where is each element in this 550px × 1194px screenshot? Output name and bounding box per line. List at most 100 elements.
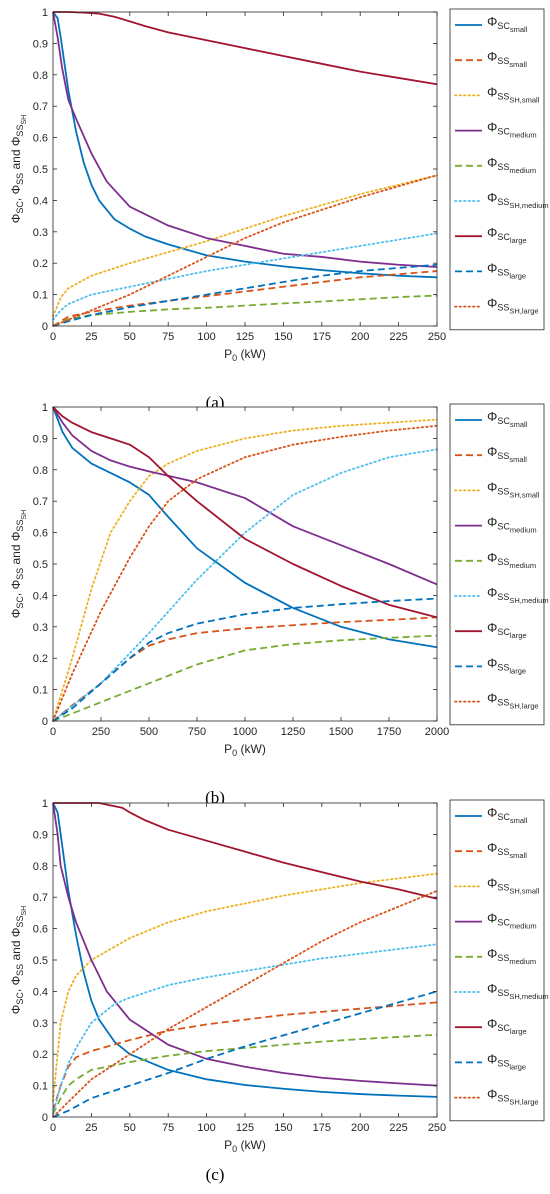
series-line-3	[52, 872, 438, 1103]
legend-entry-3: ΦSSSH,small	[487, 479, 540, 499]
y-tick-label: 1	[42, 798, 48, 810]
x-tick-label: 250	[428, 1122, 446, 1134]
legend: ΦSCsmall ΦSSsmall ΦSSSH,small ΦSCmedium ΦSSm…	[449, 403, 549, 726]
legend-entry-7: ΦSClarge	[487, 225, 527, 245]
legend-entry-7: ΦSClarge	[487, 1016, 527, 1036]
x-tick-label: 1000	[233, 726, 257, 738]
y-tick-label: 1	[42, 7, 48, 19]
y-tick-label: 0.1	[33, 1081, 48, 1093]
series-line-4	[52, 802, 438, 1087]
series-line-5	[52, 1033, 438, 1115]
x-tick-label: 1250	[281, 726, 305, 738]
series-line-2	[52, 1001, 438, 1111]
legend-entry-1: ΦSCsmall	[487, 14, 528, 34]
series-line-7	[52, 406, 438, 619]
y-tick-label: 0.1	[33, 685, 48, 697]
legend-entry-9: ΦSSSH,large	[487, 691, 539, 711]
y-axis-label: ΦSC, ΦSS and ΦSSSH	[9, 906, 28, 1014]
legend-entry-8: ΦSSlarge	[487, 655, 526, 675]
y-tick-label: 0.7	[33, 892, 48, 904]
y-axis-label: ΦSC, ΦSS and ΦSSSH	[9, 115, 28, 223]
series-line-4	[52, 11, 438, 268]
y-tick-label: 0.5	[33, 955, 48, 967]
x-tick-label: 125	[236, 1122, 254, 1134]
x-tick-label: 225	[389, 1122, 407, 1134]
series-line-1	[52, 11, 438, 279]
plot-area	[53, 407, 437, 721]
y-tick-label: 0.5	[33, 164, 48, 176]
chart-panel-1: 0 25 50 75 100 125 150 175 200 225 250 0 0.1 0.2 0.3 0.…	[9, 7, 549, 412]
y-tick-label: 0	[42, 1112, 48, 1124]
legend-entry-5: ΦSSmedium	[487, 550, 536, 570]
x-tick-label: 200	[351, 1122, 369, 1134]
y-tick-label: 0.6	[33, 924, 48, 936]
legend-box	[449, 8, 545, 331]
y-tick-label: 0.2	[33, 258, 48, 270]
y-tick-label: 0.3	[33, 622, 48, 634]
y-axis-label: ΦSC, ΦSS and ΦSSSH	[9, 510, 28, 618]
x-tick-label: 0	[50, 726, 56, 738]
y-tick-label: 0.5	[33, 559, 48, 571]
y-tick-label: 0.9	[33, 433, 48, 445]
x-tick-label: 750	[188, 726, 206, 738]
legend-entry-8: ΦSSlarge	[487, 1051, 526, 1071]
plot-area	[53, 12, 437, 326]
plot-area	[53, 803, 437, 1117]
legend-box	[449, 403, 545, 726]
x-tick-label: 100	[197, 1122, 215, 1134]
x-tick-label: 75	[162, 1122, 174, 1134]
y-tick-label: 0.2	[33, 653, 48, 665]
x-axis-label: P0 (kW)	[224, 347, 266, 363]
legend-entry-8: ΦSSlarge	[487, 260, 526, 280]
series-line-7	[53, 11, 438, 86]
series-line-8	[52, 990, 438, 1118]
y-tick-label: 0.1	[33, 290, 48, 302]
y-tick-label: 0.3	[33, 1018, 48, 1030]
series-line-9	[52, 424, 438, 722]
y-tick-label: 0.9	[33, 38, 48, 50]
y-tick-label: 0.3	[33, 227, 48, 239]
x-tick-label: 150	[274, 331, 292, 343]
x-tick-label: 1500	[329, 726, 353, 738]
legend-entry-9: ΦSSSH,large	[487, 1087, 539, 1107]
series-line-6	[52, 943, 438, 1115]
y-tick-label: 0.6	[33, 528, 48, 540]
y-tick-label: 0.7	[33, 101, 48, 113]
x-tick-label: 50	[124, 1122, 136, 1134]
series-line-2	[52, 616, 438, 722]
series-line-6	[52, 232, 438, 321]
x-tick-label: 500	[140, 726, 158, 738]
series-line-3	[52, 418, 438, 722]
series-line-1	[52, 802, 438, 1098]
panel-label: (c)	[206, 1165, 225, 1184]
x-tick-label: 100	[197, 331, 215, 343]
y-tick-label: 1	[42, 402, 48, 414]
legend-entry-1: ΦSCsmall	[487, 409, 528, 429]
series-line-6	[52, 448, 438, 722]
legend-entry-6: ΦSSSH,medium	[487, 981, 549, 1001]
y-tick-label: 0.4	[33, 195, 48, 207]
legend-entry-4: ΦSCmedium	[487, 515, 537, 535]
y-tick-label: 0.7	[33, 496, 48, 508]
legend-box	[449, 799, 545, 1122]
legend-entry-1: ΦSCsmall	[487, 805, 528, 825]
y-tick-label: 0.8	[33, 465, 48, 477]
series-line-9	[52, 890, 438, 1118]
series-line-8	[52, 263, 438, 327]
y-tick-label: 0	[42, 321, 48, 333]
legend-entry-7: ΦSClarge	[487, 620, 527, 640]
y-tick-label: 0.2	[33, 1049, 48, 1061]
x-tick-label: 175	[313, 331, 331, 343]
x-tick-label: 175	[313, 1122, 331, 1134]
legend-entry-4: ΦSCmedium	[487, 120, 537, 140]
x-tick-label: 75	[162, 331, 174, 343]
legend-entry-3: ΦSSSH,small	[487, 84, 540, 104]
x-axis-label: P0 (kW)	[224, 742, 266, 758]
y-tick-label: 0.9	[33, 829, 48, 841]
legend-entry-2: ΦSSsmall	[487, 49, 527, 69]
legend-entry-6: ΦSSSH,medium	[487, 190, 549, 210]
legend-entry-2: ΦSSsmall	[487, 444, 527, 464]
y-tick-label: 0.4	[33, 986, 48, 998]
panel-label: (b)	[205, 788, 225, 807]
